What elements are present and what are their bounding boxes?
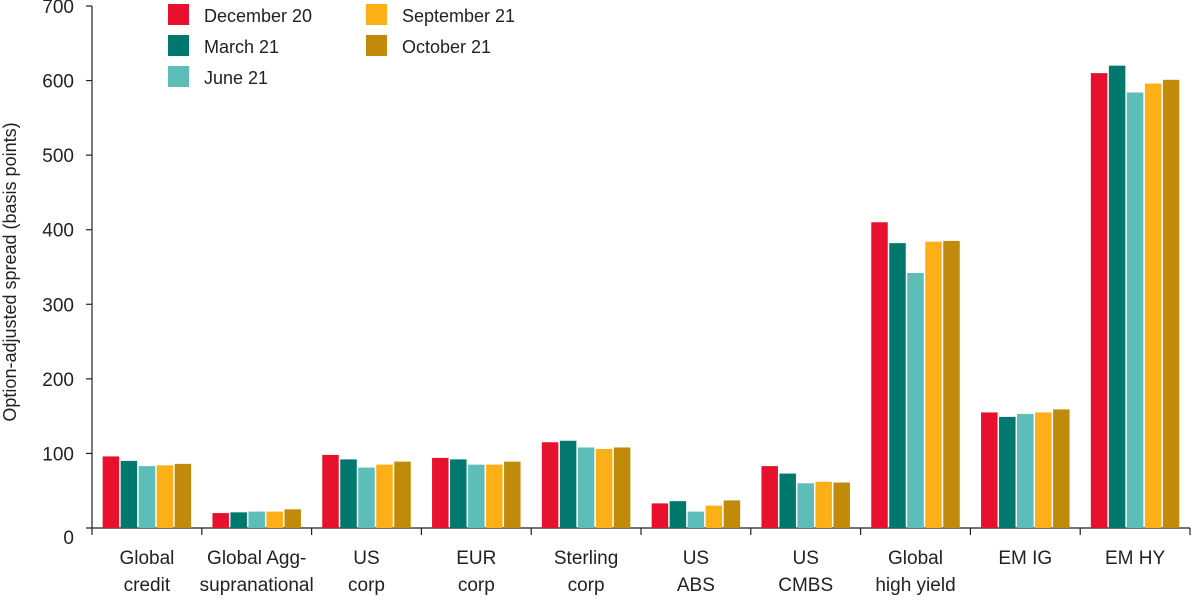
legend-swatch <box>168 4 189 25</box>
bar <box>340 459 357 528</box>
x-tick-label: supranational <box>200 575 314 596</box>
y-tick-label: 100 <box>42 444 74 465</box>
bar <box>925 241 942 528</box>
bar <box>981 412 998 528</box>
bar <box>266 511 283 528</box>
x-tick-label: credit <box>124 575 171 596</box>
bars <box>102 65 1180 529</box>
y-axis-title-text: Option-adjusted spread (basis points) <box>0 122 20 421</box>
bar <box>723 500 741 528</box>
legend-label: October 21 <box>402 37 491 57</box>
y-tick-label: 200 <box>42 370 74 391</box>
y-tick-label: 400 <box>42 221 74 242</box>
legend-label: September 21 <box>402 6 515 26</box>
bar <box>943 240 960 528</box>
bar <box>102 456 120 528</box>
x-tick-label: ABS <box>677 575 715 596</box>
bar <box>468 464 485 528</box>
legend-label: March 21 <box>204 37 279 57</box>
bar <box>833 482 850 528</box>
x-tick-label: corp <box>348 575 385 596</box>
bar <box>1108 65 1126 529</box>
x-tick-label: corp <box>458 575 495 596</box>
bar <box>138 466 156 528</box>
bar <box>322 454 339 528</box>
y-axis-ticks: 0 100 200 300 400 500 600 700 <box>42 0 92 549</box>
x-tick-label: US <box>683 548 709 569</box>
bar <box>1162 79 1180 528</box>
x-tick-label: EM IG <box>998 548 1052 569</box>
bar <box>797 483 814 528</box>
bar <box>907 272 924 528</box>
y-tick-label: 700 <box>42 0 74 18</box>
legend: December 20 March 21 June 21 September 21 Oc… <box>168 4 515 88</box>
x-tick-label: Global Agg- <box>207 548 306 569</box>
y-tick-label: 300 <box>42 295 74 316</box>
bar <box>358 467 375 528</box>
bar <box>889 243 906 528</box>
x-tick-label: US <box>353 548 379 569</box>
bar <box>156 465 174 528</box>
x-tick-label: Sterling <box>554 548 618 569</box>
bar <box>1144 83 1162 528</box>
x-tick-label: high yield <box>875 575 955 596</box>
bar <box>376 464 393 528</box>
bar <box>248 511 265 528</box>
bar <box>815 481 832 528</box>
bar <box>230 512 247 528</box>
bar <box>1126 92 1144 528</box>
bar <box>559 440 577 528</box>
bar <box>651 503 669 528</box>
y-tick-label: 500 <box>42 146 74 167</box>
x-tick-label: EUR <box>456 548 496 569</box>
bar <box>541 442 559 528</box>
bar <box>595 448 613 528</box>
bar <box>394 461 411 528</box>
legend-label: December 20 <box>204 6 312 26</box>
legend-swatch <box>366 35 387 56</box>
bar <box>504 461 521 528</box>
x-tick-label: Global <box>119 548 174 569</box>
bar <box>871 222 888 528</box>
x-tick-label: corp <box>568 575 605 596</box>
bar <box>779 473 796 528</box>
bar <box>284 509 301 528</box>
bar <box>486 464 503 528</box>
bar <box>761 466 778 528</box>
x-tick-label: Global <box>888 548 943 569</box>
bar <box>120 460 138 528</box>
x-tick-label: EM HY <box>1105 548 1166 569</box>
bar <box>687 511 705 528</box>
bar <box>1017 413 1034 528</box>
bar <box>212 513 229 528</box>
y-tick-label: 0 <box>63 528 74 549</box>
bar <box>705 505 723 528</box>
x-tick-label: CMBS <box>778 575 833 596</box>
bar <box>432 457 449 528</box>
bar <box>669 501 687 528</box>
legend-swatch <box>366 4 387 25</box>
legend-swatch <box>168 35 189 56</box>
bar <box>1035 412 1052 528</box>
bar <box>577 447 595 528</box>
bar <box>999 416 1016 528</box>
legend-label: June 21 <box>204 68 268 88</box>
x-tick-label: US <box>792 548 818 569</box>
y-axis-title: Option-adjusted spread (basis points) <box>0 122 20 421</box>
bar <box>174 463 192 528</box>
bar <box>1053 409 1070 528</box>
legend-swatch <box>168 66 189 87</box>
bar <box>1090 73 1108 528</box>
x-axis-labels: Global credit Global Agg-supranational US co… <box>119 548 1165 596</box>
y-tick-label: 600 <box>42 72 74 93</box>
bar <box>613 447 631 528</box>
bar <box>450 459 467 528</box>
